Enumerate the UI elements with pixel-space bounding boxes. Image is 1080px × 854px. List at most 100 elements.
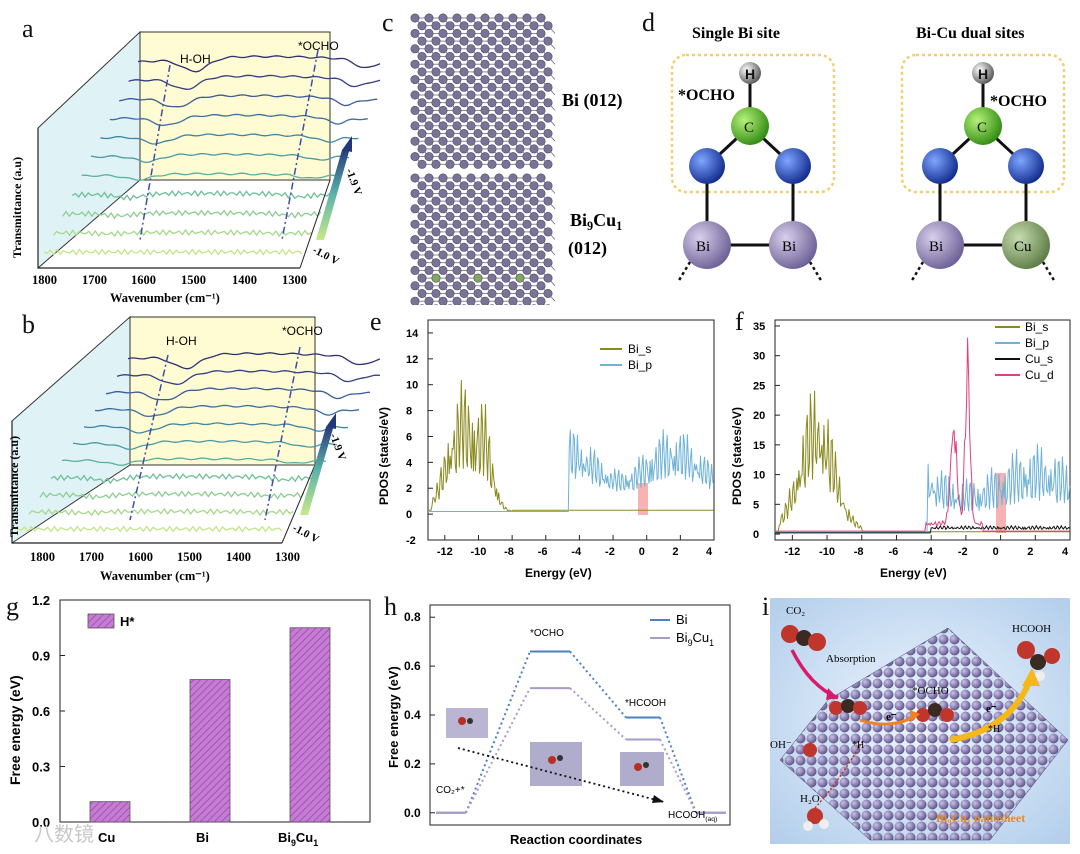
- bi-atom: [495, 14, 503, 22]
- spectrum-line: [53, 230, 311, 236]
- bi-atom: [509, 189, 517, 197]
- bi-atom: [439, 75, 447, 83]
- bi-atom: [453, 14, 461, 22]
- peak-label-hoh: H-OH: [180, 52, 211, 66]
- bi-atom: [537, 152, 545, 160]
- bi-atom: [544, 243, 552, 251]
- bi-atom: [537, 189, 545, 197]
- bi-atom: [523, 205, 531, 213]
- x-tick: -2: [605, 546, 615, 558]
- legend-bi: Bi: [676, 612, 688, 627]
- bi-atom: [495, 106, 503, 114]
- bi-atom: [474, 83, 482, 91]
- y-tick: 12: [406, 354, 418, 366]
- bi-atom: [432, 243, 440, 251]
- bi-atom: [425, 266, 433, 274]
- bi-atom: [418, 243, 426, 251]
- bi-atom: [425, 122, 433, 130]
- x-tick: 1700: [79, 550, 104, 564]
- bi-atom: [544, 228, 552, 236]
- bi-atom: [523, 14, 531, 22]
- bi-atom: [523, 251, 531, 259]
- bi-atom: [481, 45, 489, 53]
- panel-a: a H-OH *OCHO Transmittance (a.u) 1800 17…: [0, 0, 380, 305]
- bi-atom: [537, 45, 545, 53]
- y-tick: 5: [753, 499, 759, 511]
- x-tick: 1700: [82, 273, 107, 287]
- bi-atom: [495, 60, 503, 68]
- h-star-label: *H: [852, 740, 864, 751]
- atom-label-c: C: [977, 120, 987, 136]
- bi-atom: [481, 282, 489, 290]
- bi-atom: [460, 114, 468, 122]
- x-axis-label: Energy (eV): [525, 566, 592, 580]
- bi-atom: [495, 152, 503, 160]
- y-axis-label: PDOS (states/eV): [377, 407, 391, 505]
- bi-atom: [488, 182, 496, 190]
- bi9cu1-012-lattice: [411, 174, 555, 305]
- bi-atom: [495, 251, 503, 259]
- bi-atom: [481, 205, 489, 213]
- bi-atom: [432, 160, 440, 168]
- bi-atom: [446, 145, 454, 153]
- y-tick: 14: [406, 328, 419, 340]
- x-tick: 1800: [32, 273, 57, 287]
- bi-atom: [474, 145, 482, 153]
- bi-atom: [516, 289, 524, 297]
- bi-atom: [495, 205, 503, 213]
- watermark: 八数镜: [34, 818, 94, 847]
- bi-atom: [544, 129, 552, 137]
- bi-atom: [481, 91, 489, 99]
- bi-atom: [425, 75, 433, 83]
- bi-atom: [537, 75, 545, 83]
- bi-atom: [495, 75, 503, 83]
- bi-atom: [537, 220, 545, 228]
- bi-atom: [425, 251, 433, 259]
- bi-atom: [446, 83, 454, 91]
- bi-atom: [537, 174, 545, 182]
- bi-atom: [523, 220, 531, 228]
- bi-atom: [502, 83, 510, 91]
- bi-atom: [495, 220, 503, 228]
- bi-atom: [502, 160, 510, 168]
- electron-label: e⁻: [986, 703, 997, 715]
- bi-atom: [530, 228, 538, 236]
- atom-label-h: H: [745, 66, 755, 82]
- bi-atom: [516, 212, 524, 220]
- bi-atom: [453, 174, 461, 182]
- bi-atom: [544, 212, 552, 220]
- bi-atom: [453, 205, 461, 213]
- x-tick: -2: [958, 546, 968, 558]
- bi-atom: [432, 52, 440, 60]
- bi-atom: [467, 29, 475, 37]
- bi-atom: [411, 137, 419, 145]
- bi-atom: [502, 274, 510, 282]
- bi-atom: [509, 137, 517, 145]
- bi-atom: [453, 220, 461, 228]
- bi-atom: [523, 75, 531, 83]
- bi-atom: [439, 45, 447, 53]
- bi-atom: [467, 174, 475, 182]
- bi-atom: [530, 114, 538, 122]
- atom-label-bi: Bi: [782, 239, 796, 255]
- panel-label-e: e: [370, 307, 382, 337]
- cu-atom: [516, 274, 524, 282]
- bi-atom: [474, 37, 482, 45]
- x-tick: -8: [854, 546, 864, 558]
- bi-atom: [509, 75, 517, 83]
- bi-atom: [439, 14, 447, 22]
- bi-atom: [481, 60, 489, 68]
- bi-atom: [474, 243, 482, 251]
- y-tick: 20: [753, 410, 765, 422]
- bi-atom: [446, 68, 454, 76]
- bi-atom: [481, 174, 489, 182]
- x-tick: -12: [437, 546, 453, 558]
- bi-atom: [411, 45, 419, 53]
- bi-atom: [411, 205, 419, 213]
- bi-atom: [544, 99, 552, 107]
- bi-atom: [481, 266, 489, 274]
- bi-atom: [488, 129, 496, 137]
- bi-atom: [467, 152, 475, 160]
- bi-atom: [474, 68, 482, 76]
